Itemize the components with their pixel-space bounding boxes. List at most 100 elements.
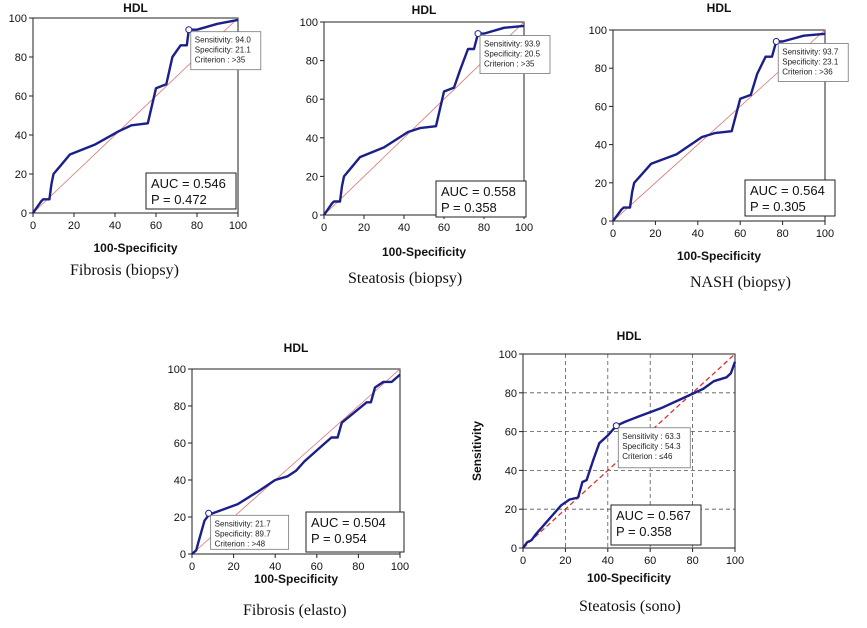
auc-stats-box — [744, 179, 836, 217]
roc-curve — [522, 361, 737, 549]
criterion-annotation-line: Specificity: 21.1 — [195, 46, 252, 55]
y-tick-label: 40 — [174, 475, 186, 487]
y-tick-label: 80 — [174, 401, 186, 413]
x-tick-label: 100 — [816, 228, 834, 240]
auc-value: AUC = 0.558 — [441, 184, 516, 199]
auc-stats-box — [435, 180, 527, 218]
x-tick-label: 60 — [311, 561, 323, 573]
x-axis-label: 100-Specificity — [382, 245, 466, 259]
y-tick-label: 100 — [300, 17, 318, 29]
auc-stats-box — [145, 172, 237, 210]
x-tick-label: 60 — [734, 228, 746, 240]
y-tick-label: 40 — [505, 465, 517, 477]
auc-value: AUC = 0.546 — [151, 176, 226, 191]
criterion-annotation-box — [617, 427, 691, 469]
criterion-annotation-line: Sensitivity: 93.9 — [484, 40, 541, 49]
roc-curve — [323, 24, 525, 216]
chart-caption: Fibrosis (biopsy) — [70, 262, 179, 279]
chart-title: HDL — [284, 341, 309, 355]
criterion-annotation-line: Specificity : 54.3 — [622, 442, 681, 451]
y-tick-label: 0 — [511, 543, 517, 555]
x-tick-label: 0 — [610, 228, 616, 240]
criterion-annotation-line: Sensitivity: 21.7 — [215, 519, 272, 528]
x-tick-label: 20 — [358, 222, 370, 234]
y-tick-label: 0 — [180, 549, 186, 561]
criterion-annotation-line: Specificity: 23.1 — [782, 57, 839, 66]
x-tick-label: 60 — [150, 220, 162, 232]
x-tick-label: 40 — [269, 561, 281, 573]
operating-point-marker — [474, 30, 482, 38]
roc-chart-fibrosis-biopsy: HDL 0 20 40 60 80 100 0 20 40 60 80 100 100-Specifici… — [9, 1, 262, 255]
x-tick-label: 40 — [692, 228, 704, 240]
x-tick-label: 100 — [726, 555, 744, 567]
criterion-annotation-line: Sensitivity: 94.0 — [195, 36, 252, 45]
roc-panel-fibrosis-elasto: HDL 0 20 40 60 80 100 0 20 40 60 80 100 100-Specifici… — [155, 330, 455, 628]
y-tick-label: 20 — [15, 169, 27, 181]
y-tick-label: 100 — [9, 13, 27, 25]
y-tick-label: 20 — [595, 178, 607, 190]
y-tick-label: 80 — [306, 56, 318, 68]
x-tick-label: 100 — [515, 222, 533, 234]
x-axis-label: 100-Specificity — [587, 571, 671, 585]
auc-value: AUC = 0.567 — [616, 508, 691, 523]
y-tick-label: 0 — [21, 208, 27, 220]
criterion-annotation-box — [479, 35, 551, 74]
plot-frame — [323, 21, 525, 216]
x-tick-label: 0 — [520, 555, 526, 567]
p-value: P = 0.305 — [750, 199, 806, 214]
plot-frame — [612, 29, 826, 222]
x-tick-label: 0 — [30, 220, 36, 232]
chart-caption: Steatosis (sono) — [579, 598, 681, 615]
y-tick-label: 40 — [595, 140, 607, 152]
criterion-annotation-line: Criterion : >35 — [195, 56, 246, 65]
x-tick-label: 100 — [229, 220, 247, 232]
x-axis-label: 100-Specificity — [677, 249, 761, 263]
y-tick-label: 60 — [595, 101, 607, 113]
y-tick-label: 20 — [174, 512, 186, 524]
y-tick-label: 60 — [15, 91, 27, 103]
auc-stats-box — [610, 504, 702, 546]
criterion-annotation-box — [190, 31, 262, 71]
criterion-annotation-line: Specificity: 20.5 — [484, 50, 541, 59]
x-tick-label: 40 — [109, 220, 121, 232]
p-value: P = 0.954 — [311, 531, 367, 546]
criterion-annotation-line: Specificity: 89.7 — [215, 529, 272, 538]
x-tick-label: 80 — [776, 228, 788, 240]
roc-chart-steatosis-biopsy: HDL 0 20 40 60 80 100 0 20 40 60 80 100 100-Specifici… — [300, 3, 551, 259]
x-axis-label: 100-Specificity — [254, 572, 338, 586]
x-tick-label: 80 — [478, 222, 490, 234]
chart-caption: Fibrosis (elasto) — [243, 602, 347, 619]
y-tick-label: 20 — [505, 504, 517, 516]
x-tick-label: 20 — [68, 220, 80, 232]
y-tick-label: 100 — [499, 349, 517, 361]
x-tick-label: 60 — [438, 222, 450, 234]
plot-frame — [522, 353, 736, 549]
p-value: P = 0.358 — [616, 524, 672, 539]
y-tick-label: 80 — [505, 388, 517, 400]
y-tick-label: 20 — [306, 171, 318, 183]
x-tick-label: 20 — [649, 228, 661, 240]
p-value: P = 0.358 — [441, 200, 497, 215]
operating-point-marker — [185, 26, 193, 34]
criterion-annotation-box — [210, 514, 290, 550]
y-tick-label: 100 — [168, 364, 186, 376]
auc-value: AUC = 0.504 — [311, 515, 386, 530]
y-tick-label: 0 — [601, 216, 607, 228]
plot-frame — [32, 17, 239, 214]
x-tick-label: 60 — [644, 555, 656, 567]
criterion-annotation-line: Sensitivity: 93.7 — [782, 47, 839, 56]
x-axis-label: 100-Specificity — [93, 241, 177, 255]
y-tick-label: 40 — [15, 130, 27, 142]
chart-title: HDL — [617, 329, 642, 343]
y-tick-label: 60 — [505, 427, 517, 439]
x-tick-label: 80 — [352, 561, 364, 573]
auc-stats-box — [305, 511, 405, 553]
roc-chart-steatosis-sono: HDL 0 20 40 60 80 100 0 20 40 60 80 100 100-Specifici… — [470, 329, 744, 585]
roc-panel-nash-biopsy: HDL 0 20 40 60 80 100 0 20 40 60 80 100 100-Specifici… — [580, 0, 867, 300]
chart-title: HDL — [123, 1, 148, 15]
y-tick-label: 0 — [312, 210, 318, 222]
chart-title: HDL — [707, 1, 732, 15]
roc-panel-steatosis-sono: HDL 0 20 40 60 80 100 0 20 40 60 80 100 100-Specifici… — [455, 320, 755, 628]
auc-value: AUC = 0.564 — [750, 183, 825, 198]
x-tick-label: 0 — [189, 561, 195, 573]
